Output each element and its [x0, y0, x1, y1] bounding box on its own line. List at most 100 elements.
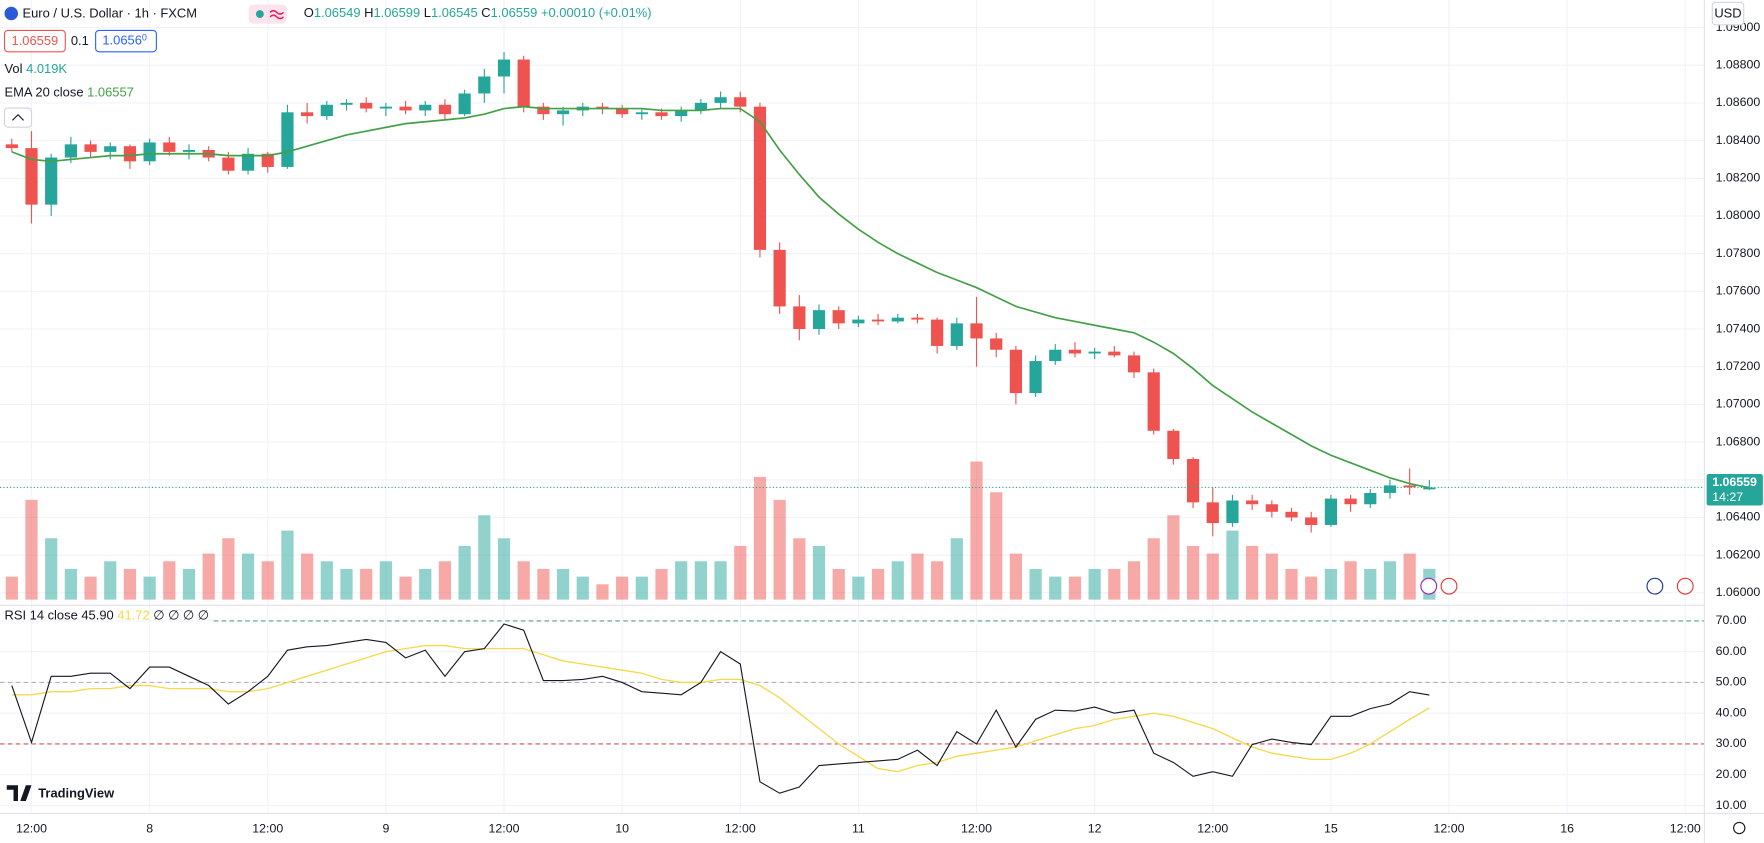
candle-body	[990, 338, 1003, 350]
candle-body	[379, 106, 392, 109]
candle-body	[596, 106, 609, 109]
y-tick-label: 70.00	[1716, 613, 1747, 627]
candle-body	[655, 112, 668, 117]
volume-bar	[497, 538, 511, 600]
candle-body	[1206, 502, 1219, 524]
volume-bar	[64, 568, 77, 600]
volume-bar	[596, 584, 609, 600]
candle-body	[1029, 361, 1042, 394]
candle-body	[1324, 498, 1338, 525]
volume-bar	[360, 568, 373, 600]
event-icon[interactable]	[1440, 577, 1458, 595]
change: +0.00010 (+0.01%)	[541, 5, 652, 20]
volume-bar	[261, 561, 274, 600]
ema-legend: EMA 20 close 1.06557	[5, 85, 134, 100]
sell-price[interactable]: 1.06559	[12, 33, 59, 48]
candle-body	[241, 153, 255, 171]
y-tick-label: 1.07400	[1716, 321, 1761, 335]
ohlc-label: O	[304, 5, 314, 20]
candle-body	[1049, 349, 1062, 362]
buy-price[interactable]: 1.06560	[102, 33, 147, 48]
status-badge[interactable]	[248, 4, 287, 24]
candle-body	[261, 153, 274, 167]
candle-body	[556, 110, 570, 115]
volume-bar	[852, 576, 865, 600]
rsi-extra: ∅ ∅ ∅ ∅	[153, 608, 209, 623]
candle-body	[1305, 517, 1318, 525]
event-icon[interactable]	[1676, 577, 1694, 595]
volume-bar	[832, 568, 845, 600]
candle-body	[635, 112, 648, 115]
volume-bar	[773, 499, 786, 600]
candle-body	[458, 93, 471, 115]
y-tick-label: 1.08600	[1716, 95, 1761, 109]
candle-body	[931, 319, 944, 346]
y-tick-label: 40.00	[1716, 705, 1747, 719]
candle-body	[222, 157, 235, 171]
currency-button[interactable]	[1711, 1, 1745, 26]
x-tick-label: 9	[382, 821, 389, 835]
event-icon[interactable]	[1420, 577, 1438, 595]
candle-body	[832, 310, 845, 324]
settings-icon[interactable]	[1733, 821, 1746, 835]
volume-name: Vol	[5, 61, 23, 76]
symbol-title[interactable]: Euro / U.S. Dollar · 1h · FXCM	[23, 5, 197, 20]
volume-legend: Vol 4.019K	[5, 61, 68, 76]
volume-bar	[1049, 576, 1062, 600]
ohlc-label: H	[364, 5, 373, 20]
volume-bar	[1265, 553, 1278, 600]
collapse-button[interactable]	[3, 107, 33, 128]
candle-body	[1226, 500, 1239, 524]
volume-bar	[812, 545, 826, 600]
candle-body	[84, 144, 97, 152]
candle-body	[911, 317, 924, 320]
volume-bar	[399, 576, 412, 600]
ohlc-value: 1.06559	[491, 5, 538, 20]
volume-bar	[970, 461, 983, 600]
currency[interactable]: USD	[1714, 5, 1741, 20]
candle-body	[891, 317, 904, 322]
countdown: 14:27	[1712, 490, 1743, 504]
volume-bar	[5, 576, 18, 600]
candle-body	[694, 102, 707, 111]
x-tick-label: 12:00	[961, 821, 992, 835]
volume-bar	[517, 561, 530, 600]
x-tick-label: 15	[1324, 821, 1338, 835]
x-tick-label: 11	[852, 821, 865, 835]
y-tick-label: 1.07200	[1716, 359, 1761, 373]
volume-bar	[1088, 568, 1101, 600]
candle-body	[616, 108, 629, 115]
volume-bar	[301, 553, 314, 600]
candle-body	[950, 323, 963, 346]
volume-bar	[1364, 568, 1377, 600]
volume-bar	[556, 568, 570, 600]
candle-body	[1127, 355, 1141, 373]
candle-body	[478, 76, 491, 94]
y-tick-label: 30.00	[1716, 736, 1747, 750]
candle-body	[438, 104, 452, 115]
sell-button[interactable]	[3, 29, 66, 53]
event-icon[interactable]	[1646, 577, 1664, 595]
ohlc-value: 1.06599	[373, 5, 420, 20]
y-tick-label: 1.08200	[1716, 171, 1761, 185]
volume-bar	[576, 576, 589, 600]
volume-bar	[123, 568, 137, 600]
grid	[0, 0, 1705, 814]
candle-body	[1068, 349, 1082, 354]
volume-bar	[675, 561, 688, 600]
symbol-icon[interactable]	[4, 6, 19, 21]
candle-body	[64, 144, 77, 158]
ohlc-value: 1.06545	[431, 5, 478, 20]
candle-body	[1423, 487, 1436, 490]
y-tick-label: 1.07600	[1716, 284, 1761, 298]
x-tick-label: 12:00	[16, 821, 47, 835]
candle-body	[419, 104, 432, 111]
volume-bar	[537, 568, 550, 600]
ohlc-label: C	[481, 5, 490, 20]
volume-bar	[1285, 568, 1298, 600]
volume-bar	[655, 568, 668, 600]
volume-bar	[1226, 530, 1239, 600]
buy-button[interactable]	[95, 29, 157, 53]
last-price-label: 1.06559	[1712, 475, 1757, 489]
candle-body	[5, 144, 18, 149]
